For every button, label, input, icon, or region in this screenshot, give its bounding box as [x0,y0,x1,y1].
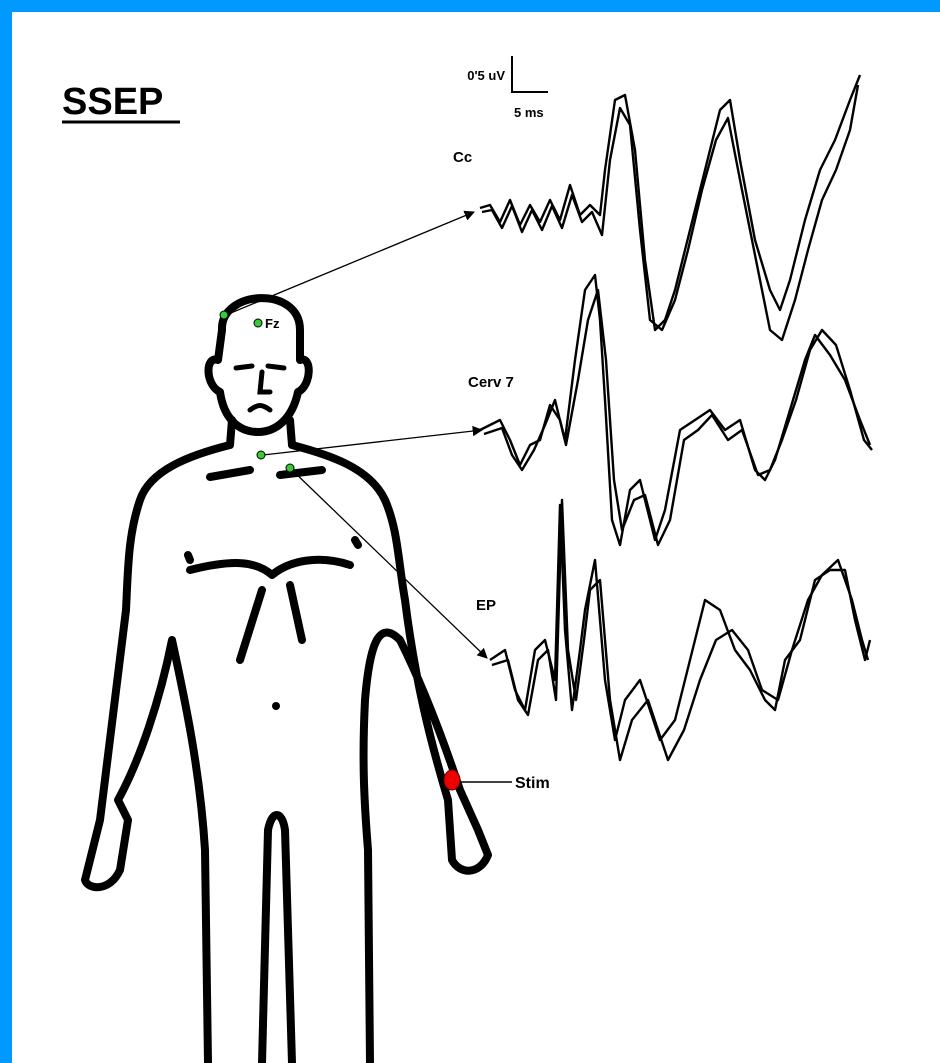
canvas [12,12,940,1063]
electrode [286,464,294,472]
electrode [220,311,228,319]
navel [272,702,280,710]
electrode [257,451,265,459]
title: SSEP [62,81,163,123]
trace-label: Cerv 7 [468,374,514,391]
electrode [254,319,262,327]
stimulus-label: Stim [515,775,550,792]
diagram: SSEP 0'5 uV 5 ms Cc Cerv 7 EP Fz Stim [0,0,940,1063]
stimulus-site [444,770,460,790]
trace-label: EP [476,597,496,614]
time-label: 5 ms [514,105,544,120]
trace-label: Cc [453,149,472,166]
electrode-label: Fz [265,316,280,331]
amplitude-label: 0'5 uV [467,68,505,83]
page: SSEP 0'5 uV 5 ms Cc Cerv 7 EP Fz Stim ((… [0,0,940,1063]
